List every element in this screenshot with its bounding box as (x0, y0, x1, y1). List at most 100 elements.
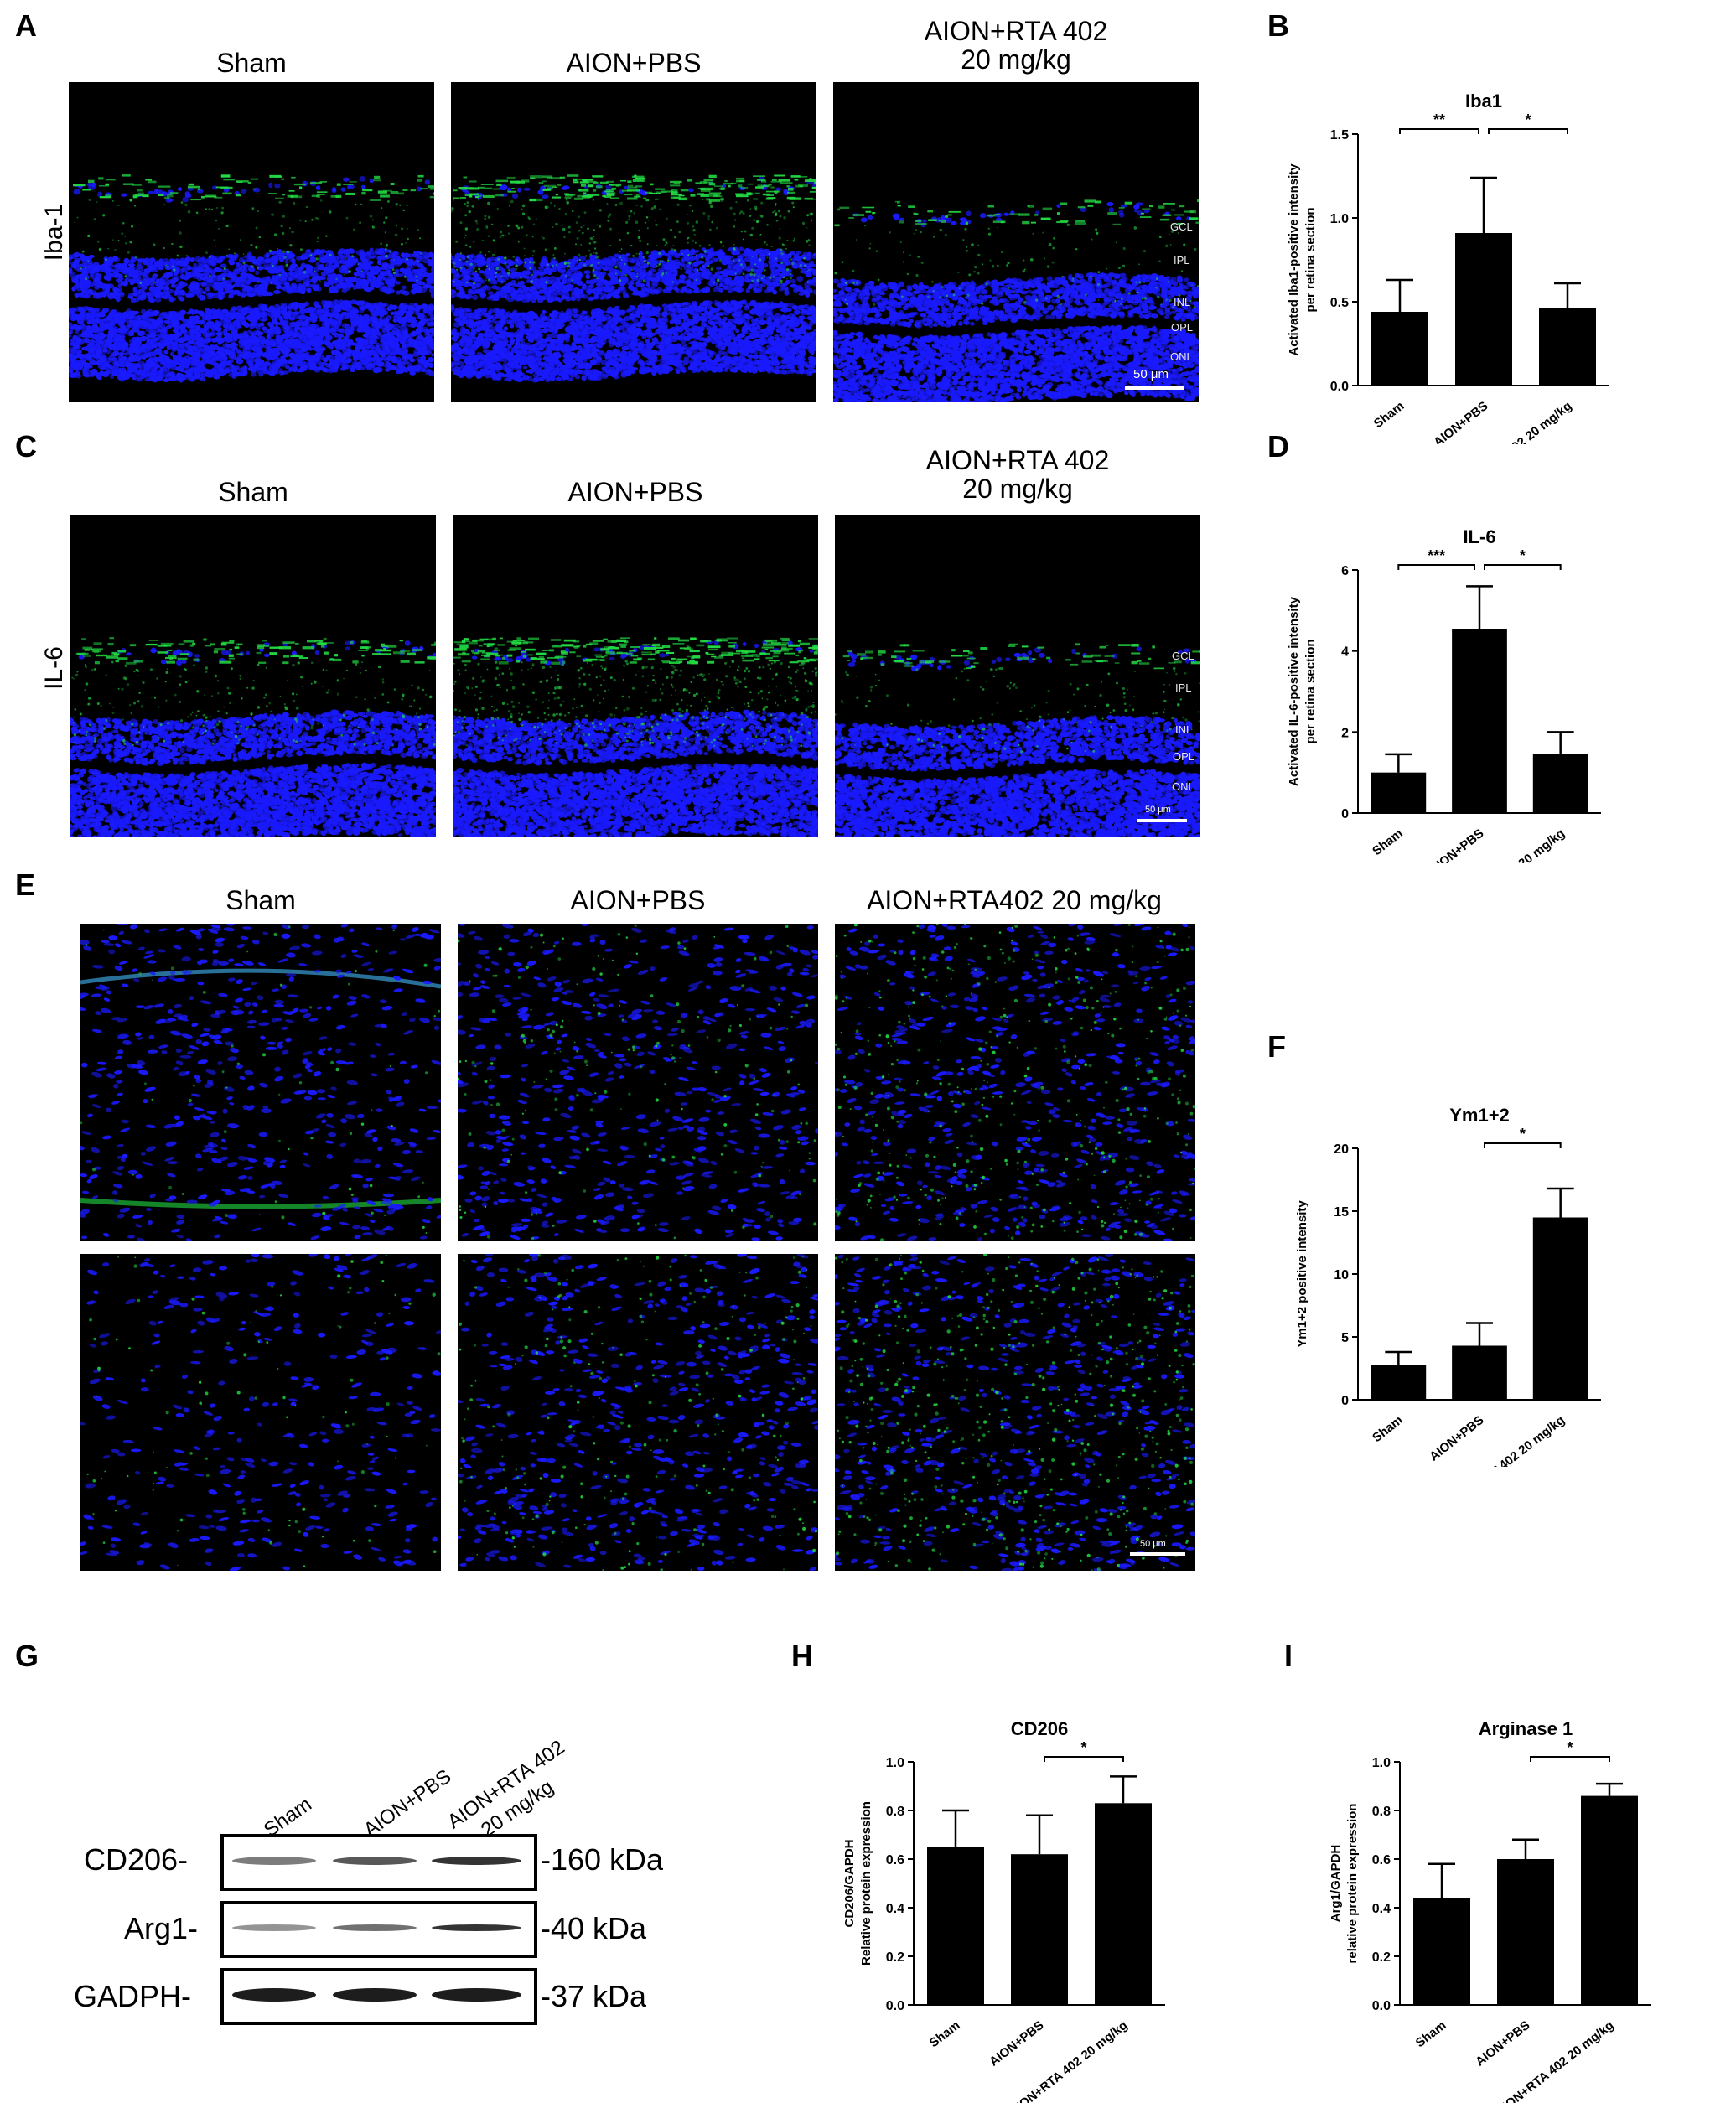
wb-blot-arg1 (220, 1901, 537, 1958)
bar (927, 1847, 984, 2005)
optic-nerve-image-pbs-bottom (458, 1254, 818, 1571)
x-tick-label: AION+PBS (1427, 1413, 1486, 1464)
layer-label-onl: ONL (1170, 350, 1193, 363)
row-label-il6: IL-6 (40, 630, 69, 706)
bar (1539, 308, 1596, 386)
wb-size-cd206: -160 kDa (541, 1842, 663, 1878)
y-tick-label: 10 (1334, 1268, 1349, 1282)
y-axis-label: per retina section (1303, 639, 1318, 743)
y-tick-label: 1.0 (886, 1756, 904, 1770)
col-title-rta-a: AION+RTA 402 20 mg/kg (833, 17, 1199, 74)
wb-blot-cd206 (220, 1834, 537, 1891)
col-title-rta-a-line2: 20 mg/kg (833, 45, 1199, 74)
panel-label-e: E (15, 868, 35, 903)
wb-protein-cd206: CD206- (84, 1842, 188, 1878)
y-tick-label: 0.8 (1372, 1805, 1391, 1819)
wb-protein-arg1: Arg1- (124, 1911, 198, 1946)
col-title-sham-a: Sham (69, 49, 434, 77)
layer-label-ipl-c: IPL (1175, 681, 1192, 694)
row-label-iba1: Iba-1 (40, 194, 69, 270)
retina-image-rta-iba1: GCL IPL INL OPL ONL 50 μm (833, 82, 1199, 402)
y-tick-label: 1.0 (1372, 1756, 1391, 1770)
y-tick-label: 0.4 (886, 1902, 904, 1916)
bar (1011, 1854, 1068, 2005)
significance-bracket (1399, 128, 1479, 134)
y-tick-label: 0.6 (886, 1853, 904, 1867)
significance-bracket (1397, 564, 1475, 570)
wb-lane-label-pbs: AION+PBS (360, 1765, 456, 1842)
significance-label: *** (1428, 547, 1445, 564)
y-tick-label: 4 (1341, 645, 1349, 660)
wb-size-arg1: -40 kDa (541, 1911, 646, 1946)
y-tick-label: 0.6 (1372, 1853, 1391, 1867)
col-title-pbs-a: AION+PBS (451, 49, 816, 77)
retina-image-sham-il6 (70, 515, 436, 837)
panel-label-g: G (15, 1639, 39, 1674)
significance-label: * (1525, 111, 1531, 128)
significance-label: * (1080, 1739, 1086, 1756)
y-tick-label: 0 (1341, 807, 1349, 821)
chart-title: IL-6 (1463, 526, 1495, 547)
scale-bar-a (1125, 386, 1184, 390)
y-tick-label: 1.0 (1330, 212, 1349, 226)
significance-bracket (1488, 128, 1568, 134)
y-axis-label: relative protein expression (1345, 1804, 1360, 1964)
y-axis-label: Relative protein expression (859, 1801, 873, 1966)
col-title-rta-c: AION+RTA 402 20 mg/kg (835, 446, 1200, 503)
chart-b-iba1: Iba1 0.0 0.5 1.0 1.5 Activated Iba1-positive … (1287, 91, 1609, 444)
panel-label-i: I (1284, 1639, 1293, 1674)
scale-bar-text-a: 50 μm (1133, 367, 1169, 381)
scale-bar-text-e: 50 μm (1140, 1539, 1166, 1549)
col-title-sham-c: Sham (70, 478, 436, 506)
chart-h-cd206: CD206 0.0 0.2 0.4 0.6 0.8 1.0 CD206/GAPDH Relati… (842, 1718, 1165, 2103)
y-tick-label: 0 (1341, 1394, 1349, 1408)
bar (1371, 1365, 1427, 1400)
chart-i-arg1: Arginase 1 0.0 0.2 0.4 0.6 0.8 1.0 Arg1/GAPDH re… (1329, 1718, 1651, 2103)
y-tick-label: 6 (1341, 564, 1349, 578)
y-axis-label: Arg1/GAPDH (1329, 1845, 1343, 1923)
optic-nerve-image-rta-top (835, 924, 1195, 1241)
panel-label-b: B (1267, 8, 1289, 44)
x-tick-label: Sham (1370, 826, 1406, 859)
y-tick-label: 0.2 (886, 1950, 904, 1965)
x-tick-label: Sham (1370, 1413, 1406, 1446)
x-tick-label: AION+PBS (1473, 2018, 1532, 2069)
significance-bracket (1044, 1756, 1124, 1762)
y-axis-label: Activated Iba1-positive intensity (1287, 163, 1301, 356)
y-tick-label: 5 (1341, 1331, 1349, 1345)
layer-label-gcl: GCL (1170, 220, 1193, 233)
panel-label-c: C (15, 429, 37, 464)
significance-label: * (1520, 1126, 1526, 1142)
scale-bar-c (1137, 819, 1187, 822)
panel-label-h: H (791, 1639, 813, 1674)
x-tick-label: Sham (1413, 2018, 1449, 2051)
y-tick-label: 1.5 (1330, 128, 1349, 142)
layer-label-opl: OPL (1171, 321, 1193, 334)
x-tick-label: AION+PBS (1431, 399, 1490, 444)
optic-nerve-image-pbs-top (458, 924, 818, 1241)
y-tick-label: 0.8 (886, 1805, 904, 1819)
significance-label: * (1520, 547, 1526, 564)
optic-nerve-image-rta-bottom: 50 μm (835, 1254, 1195, 1571)
bar (1452, 629, 1507, 813)
col-title-rta-c-line2: 20 mg/kg (835, 474, 1200, 503)
chart-title: Iba1 (1465, 91, 1502, 111)
significance-bracket (1530, 1756, 1610, 1762)
wb-size-gadph: -37 kDa (541, 1979, 646, 2014)
chart-d-il6: IL-6 0 2 4 6 Activated IL-6-positive intensit… (1287, 526, 1601, 863)
col-title-pbs-e: AION+PBS (458, 886, 818, 914)
x-tick-label: AION+PBS (1427, 826, 1486, 863)
x-tick-label: Sham (927, 2018, 963, 2051)
x-tick-label: AION+PBS (987, 2018, 1046, 2069)
retina-image-rta-il6: GCL IPL INL OPL ONL 50 μm (835, 515, 1200, 837)
bar (1452, 1345, 1507, 1400)
y-tick-label: 0.2 (1372, 1950, 1391, 1965)
chart-title: Arginase 1 (1479, 1718, 1573, 1739)
y-tick-label: 0.4 (1372, 1902, 1391, 1916)
y-axis-label: Activated IL-6-positive intensity (1287, 596, 1301, 786)
y-tick-label: 20 (1334, 1142, 1349, 1157)
panel-label-a: A (15, 8, 37, 44)
y-tick-label: 15 (1334, 1205, 1349, 1220)
bar (1532, 754, 1588, 813)
bar (1371, 312, 1428, 386)
